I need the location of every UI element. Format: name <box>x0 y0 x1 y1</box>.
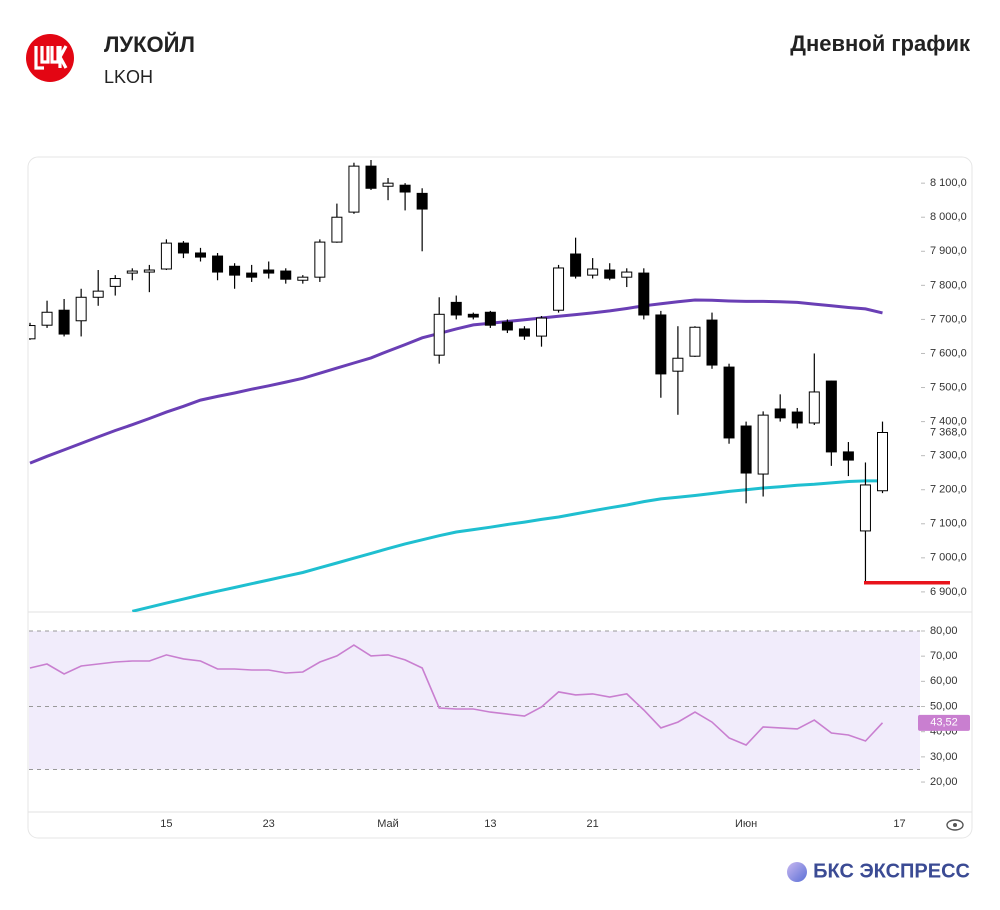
y-tick-label: 6 900,0 <box>930 586 967 598</box>
candle-body <box>791 411 803 424</box>
candle-body <box>655 314 667 375</box>
logo <box>26 34 74 82</box>
candle-body <box>195 252 206 258</box>
candle-body <box>689 326 701 357</box>
y-tick-label: 7 000,0 <box>930 552 967 564</box>
candle-body <box>570 253 582 277</box>
price-pane <box>29 160 888 612</box>
candle-body <box>842 451 854 461</box>
candle-body <box>348 165 360 213</box>
candle-body <box>433 313 445 356</box>
candle-body <box>365 165 377 189</box>
candle-body <box>825 380 837 453</box>
y-tick-label: 20,00 <box>930 776 958 788</box>
candle-body <box>604 269 616 279</box>
candle-body <box>740 425 752 474</box>
company-name: ЛУКОЙЛ <box>104 32 195 57</box>
candle-body <box>297 276 309 281</box>
y-tick-label: 7 200,0 <box>930 484 967 496</box>
candle-body <box>757 414 769 475</box>
moving-average <box>131 479 883 612</box>
candle-body <box>382 182 394 187</box>
y-tick-label: 7 700,0 <box>930 313 967 325</box>
y-tick-label: 8 100,0 <box>930 177 967 189</box>
candle-body <box>160 242 172 270</box>
candle-body <box>229 265 241 276</box>
candle-body <box>126 270 138 274</box>
candle-body <box>501 321 513 331</box>
y-tick-label: 7 500,0 <box>930 381 967 393</box>
y-tick-label: 7 600,0 <box>930 347 967 359</box>
x-tick-label: Июн <box>735 818 757 830</box>
candle-body <box>859 484 871 532</box>
moving-average <box>29 298 883 465</box>
y-tick-label: 7 400,0 <box>930 416 967 428</box>
ticker: LKOH <box>104 67 153 87</box>
footer-logo <box>787 862 807 882</box>
y-tick-label: 70,00 <box>930 650 958 662</box>
rsi-last-label: 43,52 <box>930 717 958 729</box>
y-tick-label: 60,00 <box>930 675 958 687</box>
candle-body <box>58 309 70 335</box>
candle-body <box>553 267 565 311</box>
candle-body <box>808 391 820 424</box>
candle-body <box>263 269 275 274</box>
candle-body <box>638 272 650 316</box>
y-tick-label: 7 100,0 <box>930 518 967 530</box>
x-tick-label: 17 <box>893 818 905 830</box>
x-tick-label: 23 <box>263 818 275 830</box>
rsi-band <box>29 630 920 770</box>
candle-body <box>212 255 224 273</box>
candle-body <box>41 311 53 326</box>
eye-icon[interactable] <box>946 819 964 831</box>
y-tick-label: 8 000,0 <box>930 211 967 223</box>
candle-body <box>314 241 326 278</box>
candle-body <box>706 319 718 366</box>
y-tick-label: 7 900,0 <box>930 245 967 257</box>
candle-body <box>484 311 496 326</box>
x-tick-label: 21 <box>587 818 599 830</box>
candle-body <box>587 268 599 276</box>
x-tick-label: Май <box>377 818 399 830</box>
candle-body <box>331 216 343 243</box>
candle-body <box>672 357 684 372</box>
candle-body <box>518 328 530 337</box>
x-tick-label: 13 <box>484 818 496 830</box>
footer-brand: БКС ЭКСПРЕСС <box>813 860 970 882</box>
rsi-pane <box>29 644 884 746</box>
y-tick-label: 30,00 <box>930 751 958 763</box>
candle-body <box>774 408 786 419</box>
candle-body <box>723 366 735 439</box>
y-tick-label: 7 800,0 <box>930 279 967 291</box>
candle-body <box>246 272 258 278</box>
y-tick-label: 7 300,0 <box>930 450 967 462</box>
last-price-label: 7 368,0 <box>930 426 967 438</box>
candle-body <box>536 317 547 337</box>
x-tick-label: 15 <box>160 818 172 830</box>
candle-body <box>399 184 411 193</box>
candle-body <box>467 313 479 318</box>
y-tick-label: 50,00 <box>930 700 958 712</box>
candle-body <box>621 271 633 278</box>
rsi-last-box <box>918 714 970 731</box>
candle-body <box>177 242 189 254</box>
candle-body <box>450 301 462 316</box>
candle-body <box>29 325 36 340</box>
candle-body <box>416 192 428 210</box>
candle-body <box>75 296 87 322</box>
rsi-line <box>29 644 884 746</box>
candle-body <box>280 270 292 280</box>
candle-body <box>143 269 155 273</box>
chart-kind: Дневной график <box>790 31 971 56</box>
candle-body <box>877 431 888 492</box>
candle-body <box>92 290 104 298</box>
candle-body <box>109 278 121 287</box>
y-tick-label: 80,00 <box>930 625 958 637</box>
